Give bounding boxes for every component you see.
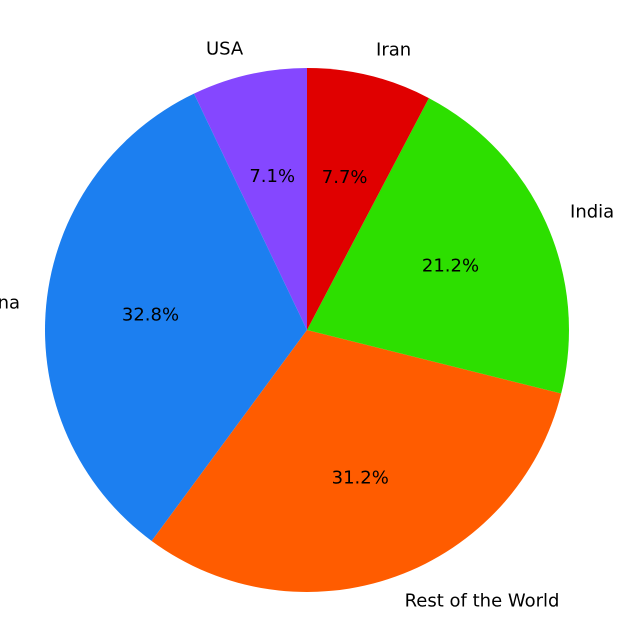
pct-label-china: 32.8% <box>122 305 179 326</box>
slice-label-usa: USA <box>206 38 244 59</box>
pie-slice-usa <box>193 68 307 330</box>
pct-label-india: 21.2% <box>422 255 479 276</box>
pie-slice-iran <box>307 68 429 330</box>
pct-label-rest-of-the-world: 31.2% <box>332 467 389 488</box>
slice-label-rest-of-the-world: Rest of the World <box>405 591 560 612</box>
pie-slice-china <box>44 93 308 541</box>
pie-slice-rest-of-the-world <box>151 330 562 592</box>
slice-label-iran: Iran <box>376 40 411 61</box>
slice-label-china: China <box>0 292 20 313</box>
pie-slice-india <box>307 98 569 394</box>
pie-slices <box>44 68 569 592</box>
pie-labels: USA 7.1% China 32.8% Rest of the World 31.2% I… <box>0 38 614 611</box>
pct-label-usa: 7.1% <box>249 166 295 187</box>
pct-label-iran: 7.7% <box>322 167 368 188</box>
slice-label-india: India <box>570 202 614 223</box>
